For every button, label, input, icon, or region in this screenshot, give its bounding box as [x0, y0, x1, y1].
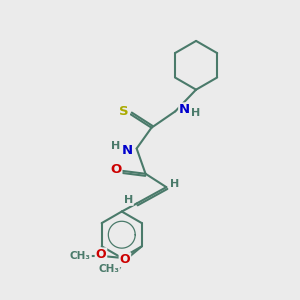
- Text: S: S: [119, 106, 129, 118]
- Text: H: H: [124, 195, 133, 205]
- Text: H: H: [170, 178, 179, 189]
- Text: O: O: [120, 253, 130, 266]
- Text: O: O: [110, 163, 122, 176]
- Text: CH₃: CH₃: [70, 251, 91, 261]
- Text: H: H: [191, 108, 201, 118]
- Text: O: O: [96, 248, 106, 261]
- Text: N: N: [122, 143, 133, 157]
- Text: N: N: [179, 103, 190, 116]
- Text: CH₃: CH₃: [98, 264, 119, 274]
- Text: H: H: [111, 141, 120, 151]
